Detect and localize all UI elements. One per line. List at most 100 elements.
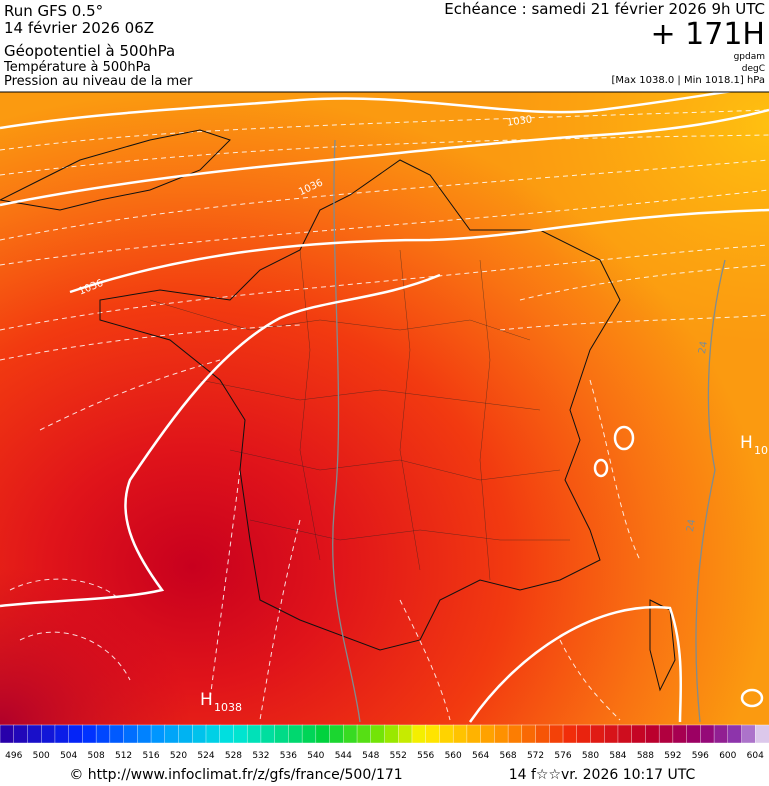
colorbar-label: 548 (362, 751, 379, 761)
colorbar-label: 592 (664, 751, 681, 761)
colorbar-label: 560 (445, 751, 462, 761)
colorbar-swatch (178, 724, 193, 744)
high-symbol: H (200, 690, 213, 710)
colorbar-label: 576 (554, 751, 571, 761)
colorbar-swatch (452, 724, 468, 744)
colorbar-swatch (246, 724, 262, 744)
colorbar-swatch (507, 724, 523, 744)
colorbar-label: 496 (5, 751, 22, 761)
colorbar-swatch (233, 724, 248, 744)
colorbar-swatch (425, 724, 441, 744)
colorbar-swatch (123, 724, 139, 744)
colorbar-swatch (356, 724, 372, 744)
isobar-label: 1030 (506, 114, 533, 128)
colorbar-swatch (411, 724, 427, 744)
colorbar-swatch (521, 724, 537, 744)
isobar (593, 458, 609, 478)
high-value: 10 (754, 444, 768, 457)
colorbar-swatch (645, 724, 660, 744)
colorbar-label: 556 (417, 751, 434, 761)
colorbar-label: 596 (692, 751, 709, 761)
colorbar-swatch (192, 724, 207, 744)
colorbar-label: 544 (335, 751, 352, 761)
colorbar-swatch (219, 724, 235, 744)
isotherm-label: 24 (697, 340, 710, 354)
departments (149, 249, 570, 581)
colorbar-label: 528 (225, 751, 242, 761)
colorbar-swatch (82, 724, 97, 744)
parameter: Pression au niveau de la mer (4, 74, 193, 89)
colorbar-swatch (631, 724, 647, 744)
colorbar-swatch (700, 724, 715, 744)
colorbar-swatch (549, 724, 564, 744)
colorbar-swatch (713, 724, 729, 744)
map (0, 84, 769, 725)
colorbar-swatch (741, 724, 756, 744)
colorbar-label: 584 (609, 751, 626, 761)
colorbar-label: 564 (472, 751, 489, 761)
colorbar-label: 532 (252, 751, 269, 761)
colorbar-label: 508 (88, 751, 105, 761)
isobar (613, 425, 635, 451)
colorbar-label: 540 (307, 751, 324, 761)
colorbar-swatch (343, 724, 358, 744)
isotherm (695, 259, 726, 723)
high-symbol: H (740, 433, 753, 453)
parameter: Température à 500hPa (3, 60, 151, 75)
colorbar-label: 588 (637, 751, 654, 761)
colorbar-swatch (137, 724, 152, 744)
colorbar-label: 516 (142, 751, 159, 761)
colorbar-swatch (535, 724, 550, 744)
colorbar-swatch (95, 724, 111, 744)
isobar (0, 84, 769, 130)
isotherm-label: 24 (685, 518, 698, 532)
colorbar-swatch (109, 724, 125, 744)
colorbar-swatch (150, 724, 166, 744)
unit: degC (742, 64, 765, 74)
colorbar-swatch (439, 724, 454, 744)
colorbar-swatch (686, 724, 702, 744)
colorbar-swatch (727, 724, 743, 744)
colorbar-swatch (658, 724, 674, 744)
colorbar-swatch (315, 724, 331, 744)
colorbar-swatch (604, 724, 619, 744)
colorbar-swatch (68, 724, 84, 744)
isobar (0, 108, 769, 207)
forecast-time: Echéance : samedi 21 février 2026 9h UTC (444, 0, 765, 18)
isotherm (332, 139, 361, 723)
isobar (468, 605, 683, 723)
lead-time: + 171H (651, 17, 766, 52)
colorbar-label: 604 (747, 751, 764, 761)
pressure-range: [Max 1038.0 | Min 1018.1] hPa (611, 75, 765, 86)
run-date: 14 février 2026 06Z (4, 19, 154, 37)
colorbar-label: 552 (390, 751, 407, 761)
colorbar-swatch (329, 724, 345, 744)
source: © http://www.infoclimat.fr/z/gfs/france/… (69, 767, 402, 783)
colorbar-label: 524 (197, 751, 214, 761)
colorbar-label: 600 (719, 751, 736, 761)
isobar (0, 273, 441, 608)
colorbar-swatch (288, 724, 303, 744)
high-value: 1038 (214, 701, 242, 714)
parameter: Géopotentiel à 500hPa (4, 42, 175, 60)
colorbar-swatch (466, 724, 482, 744)
unit: gpdam (734, 52, 765, 62)
colorbar-swatch (54, 724, 70, 744)
colorbar-swatch (384, 724, 399, 744)
colorbar-label: 500 (33, 751, 50, 761)
colorbar-swatch (755, 724, 769, 744)
colorbar-swatch (274, 724, 290, 744)
colorbar-swatch (40, 724, 56, 744)
map-shade (0, 92, 769, 725)
colorbar-swatch (205, 724, 221, 744)
colorbar-swatch (562, 724, 578, 744)
colorbar-swatch (27, 724, 42, 744)
colorbar-label: 520 (170, 751, 187, 761)
colorbar-label: 504 (60, 751, 77, 761)
colorbar-swatch (672, 724, 688, 744)
timestamp: 14 f☆☆vr. 2026 10:17 UTC (509, 767, 696, 783)
isobar (69, 208, 769, 294)
colorbar-label: 536 (280, 751, 297, 761)
